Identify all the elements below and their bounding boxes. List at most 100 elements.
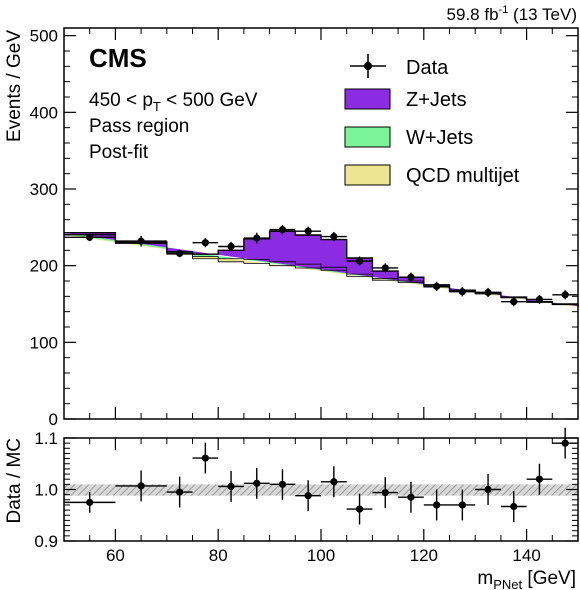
data-point-marker xyxy=(227,242,235,251)
ratio-uncertainty-band xyxy=(64,484,578,496)
ratio-y-tick-label: 1.0 xyxy=(34,481,58,500)
mc-uncertainty-band xyxy=(64,484,578,496)
data-point xyxy=(269,225,296,235)
data-point xyxy=(115,235,167,247)
ratio-point-marker xyxy=(176,488,184,496)
data-point-marker xyxy=(407,273,415,281)
ratio-point-marker xyxy=(304,492,312,500)
ratio-point xyxy=(218,470,244,502)
data-point-marker xyxy=(278,226,287,234)
x-tick-label: 140 xyxy=(512,546,540,565)
x-tick-label: 120 xyxy=(410,546,438,565)
ratio-point-marker xyxy=(227,482,235,491)
data-point xyxy=(398,272,424,282)
data-point xyxy=(552,290,578,300)
x-tick-label: 60 xyxy=(106,546,125,565)
data-point-marker xyxy=(355,257,364,265)
data-point xyxy=(526,294,553,304)
ratio-point xyxy=(295,480,321,512)
y-tick-label: 0 xyxy=(49,410,58,429)
x-axis-label: mPNet [GeV] xyxy=(477,568,576,590)
main-plot: 0 100 200 300 400 500 Events / GeV xyxy=(4,27,579,429)
ratio-point-marker xyxy=(535,475,544,483)
ratio-point-marker xyxy=(330,478,338,486)
ratio-point-marker xyxy=(510,502,518,511)
ratio-point xyxy=(372,477,399,509)
legend-label-wjets: W+Jets xyxy=(406,127,473,149)
main-y-axis-label: Events / GeV xyxy=(4,30,25,142)
data-point xyxy=(166,249,193,258)
data-point-marker xyxy=(433,282,441,290)
legend-entry-wjets: W+Jets xyxy=(344,126,473,149)
ratio-point xyxy=(449,489,476,521)
ratio-point-marker xyxy=(407,493,415,501)
data-point-marker xyxy=(535,295,544,303)
data-point-marker xyxy=(201,239,209,247)
legend-swatch-qcd xyxy=(344,164,391,186)
y-tick-label: 300 xyxy=(30,180,58,199)
ratio-point xyxy=(346,493,373,525)
data-point-marker xyxy=(561,291,569,299)
data-point xyxy=(321,231,347,242)
data-point-marker xyxy=(304,227,312,235)
ratio-point xyxy=(398,481,424,513)
data-point-marker xyxy=(381,264,389,272)
ratio-point xyxy=(269,468,296,500)
legend-entry-qcd: QCD multijet xyxy=(344,164,520,187)
data-point-marker xyxy=(510,298,518,306)
legend-swatch-wjets xyxy=(344,126,391,148)
data-point xyxy=(295,226,321,236)
data-point-marker xyxy=(253,234,261,242)
ratio-y-axis-label: Data / MC xyxy=(4,438,25,524)
data-point-marker xyxy=(484,288,492,297)
legend-data-marker xyxy=(364,62,372,70)
y-tick-label: 500 xyxy=(30,27,58,46)
qcd-multijet-outline xyxy=(64,234,579,308)
data-point-marker xyxy=(330,232,338,241)
data-point xyxy=(449,287,476,297)
data-point-marker xyxy=(86,233,94,241)
ratio-point-marker xyxy=(484,485,492,494)
data-point-marker xyxy=(176,249,184,257)
ratio-point xyxy=(192,442,219,474)
ratio-point-marker xyxy=(433,501,441,509)
legend-swatch-zjets xyxy=(344,88,391,110)
ratio-point xyxy=(64,492,116,513)
ratio-point xyxy=(243,467,270,499)
ratio-point xyxy=(321,466,347,498)
ratio-point-marker xyxy=(561,439,569,447)
y-tick-label: 200 xyxy=(30,257,58,276)
data-point-marker xyxy=(137,237,145,245)
data-point xyxy=(218,241,244,252)
data-point xyxy=(372,263,399,273)
ratio-axes: 0.9 1.0 1.1 60 80 100 120 140 xyxy=(34,429,579,565)
legend: Data Z+Jets W+Jets QCD multijet xyxy=(344,54,520,187)
pt-range-label: 450 < pT < 500 GeV xyxy=(89,90,258,114)
fit-label: Post-fit xyxy=(89,142,149,163)
x-tick-label: 100 xyxy=(307,546,335,565)
ratio-point-marker xyxy=(278,480,287,488)
total-stack-outline xyxy=(64,230,579,307)
main-axes: 0 100 200 300 400 500 xyxy=(30,27,579,429)
ratio-point-marker xyxy=(137,482,145,490)
y-tick-label: 100 xyxy=(30,333,58,352)
data-points xyxy=(64,225,578,307)
ratio-point xyxy=(500,491,527,522)
ratio-point xyxy=(166,476,193,508)
y-tick-label: 400 xyxy=(30,103,58,122)
legend-label-qcd: QCD multijet xyxy=(406,165,520,187)
data-point xyxy=(423,281,450,291)
region-label: Pass region xyxy=(89,116,189,137)
stacked-histogram xyxy=(64,230,579,308)
ratio-y-tick-label: 0.9 xyxy=(34,532,58,551)
data-point xyxy=(346,256,373,266)
legend-label-data: Data xyxy=(406,57,449,79)
ratio-point xyxy=(423,489,450,521)
legend-label-zjets: Z+Jets xyxy=(406,89,467,111)
data-point xyxy=(192,238,219,248)
data-point xyxy=(64,233,116,242)
ratio-point xyxy=(115,470,167,502)
legend-entry-data: Data xyxy=(350,54,449,79)
legend-entry-zjets: Z+Jets xyxy=(344,88,467,111)
